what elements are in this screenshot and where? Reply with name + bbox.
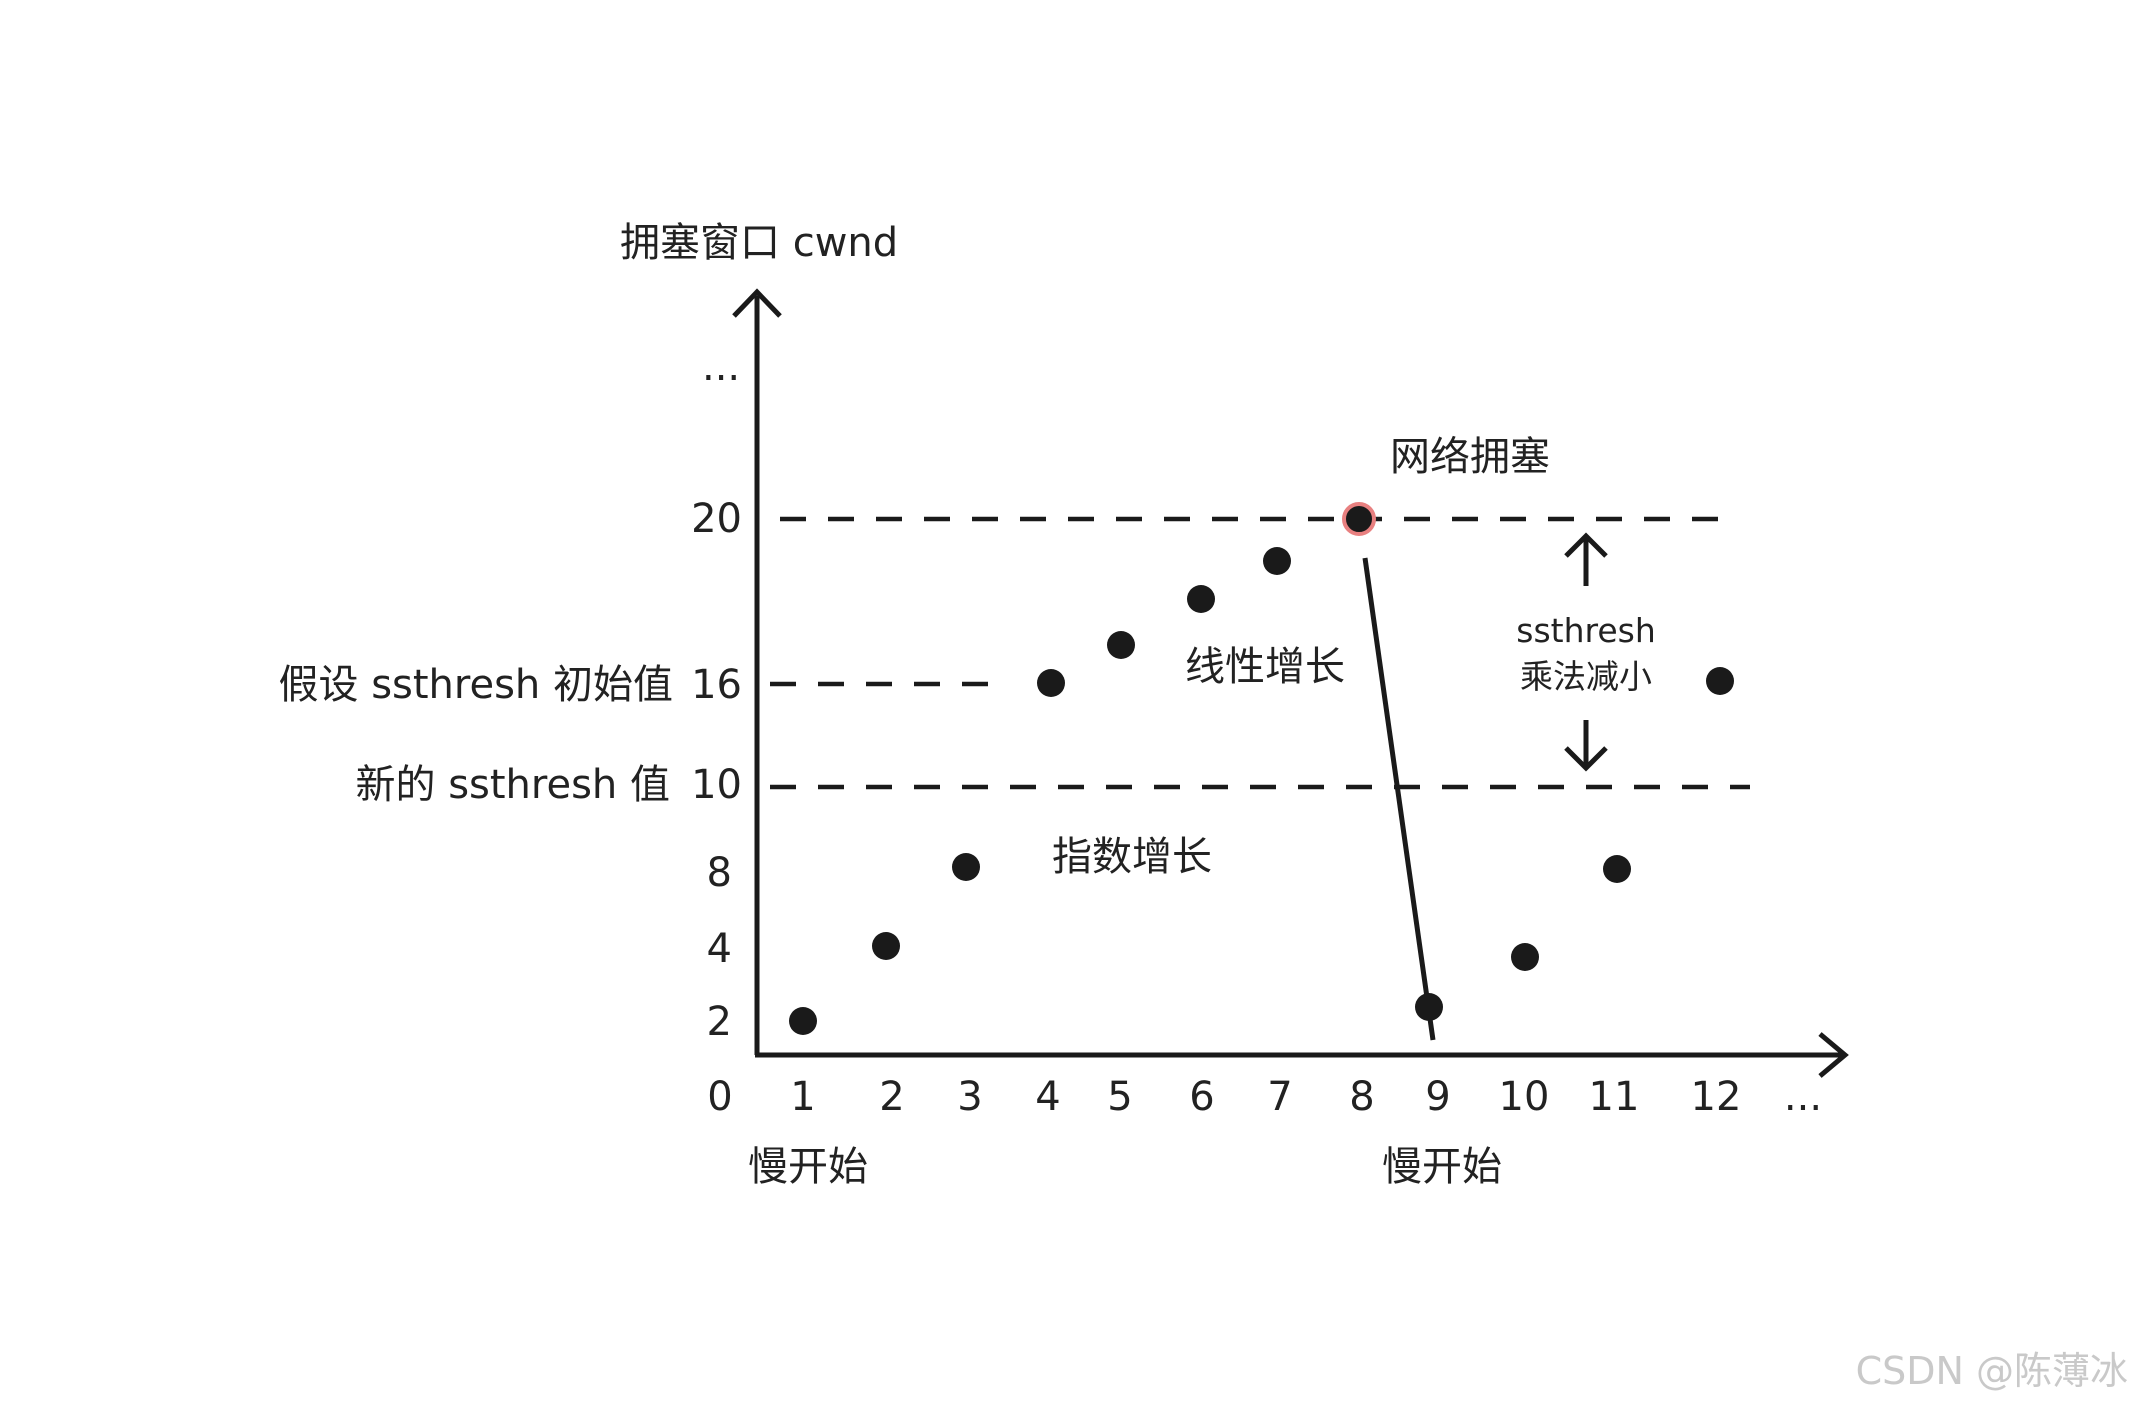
slow-start-label-2: 慢开始: [1382, 1144, 1502, 1190]
x-tick-10: 10: [1499, 1074, 1550, 1120]
y-axis-ellipsis: ...: [702, 344, 740, 390]
x-tick-1: 1: [790, 1074, 815, 1120]
arrow-up-icon: [1564, 532, 1608, 558]
x-tick-5: 5: [1107, 1074, 1132, 1120]
x-tick-origin: 0: [707, 1074, 732, 1120]
x-tick-4: 4: [1035, 1074, 1060, 1120]
congestion-label: 网络拥塞: [1390, 434, 1550, 480]
x-tick-11: 11: [1589, 1074, 1640, 1120]
point-round-1: [789, 1007, 817, 1035]
x-tick-12: 12: [1691, 1074, 1742, 1120]
y-axis-title: 拥塞窗口 cwnd: [620, 220, 898, 266]
x-tick-8: 8: [1349, 1074, 1374, 1120]
point-round-12: [1706, 667, 1734, 695]
x-tick-9: 9: [1425, 1074, 1450, 1120]
point-round-5: [1107, 631, 1135, 659]
y-axis-arrow: [732, 288, 782, 318]
point-round-10: [1511, 943, 1539, 971]
x-tick-3: 3: [957, 1074, 982, 1120]
x-tick-7: 7: [1267, 1074, 1292, 1120]
y-tick-10: 10: [691, 762, 742, 808]
point-round-11: [1603, 855, 1631, 883]
initial-ssthresh-label: 假设 ssthresh 初始值: [278, 662, 673, 708]
ssthresh-label: ssthresh: [1516, 611, 1656, 650]
arrow-down-icon: [1564, 746, 1608, 772]
point-round-7: [1263, 547, 1291, 575]
y-tick-20: 20: [691, 496, 742, 542]
x-tick-2: 2: [879, 1074, 904, 1120]
x-tick-6: 6: [1189, 1074, 1214, 1120]
congestion-drop-line: [1362, 557, 1436, 1041]
point-round-2: [872, 932, 900, 960]
y-tick-2: 2: [707, 999, 732, 1045]
x-axis-arrow: [1818, 1032, 1849, 1078]
exponential-growth-label: 指数增长: [1052, 834, 1212, 880]
y-tick-8: 8: [707, 850, 732, 896]
data-points: [789, 502, 1734, 1035]
slow-start-label-1: 慢开始: [748, 1144, 868, 1190]
multiplicative-decrease-label: 乘法减小: [1520, 657, 1652, 696]
linear-growth-label: 线性增长: [1185, 644, 1345, 690]
y-tick-4: 4: [707, 926, 732, 972]
x-axis-ellipsis: ...: [1784, 1074, 1822, 1120]
point-round-9: [1415, 993, 1443, 1021]
point-round-4: [1037, 669, 1065, 697]
new-ssthresh-label: 新的 ssthresh 值: [355, 762, 670, 808]
point-round-3: [952, 853, 980, 881]
point-round-6: [1187, 585, 1215, 613]
watermark: CSDN @陈薄冰: [1856, 1349, 2128, 1393]
point-round-8-congestion: [1342, 502, 1376, 536]
y-tick-16: 16: [691, 662, 742, 708]
